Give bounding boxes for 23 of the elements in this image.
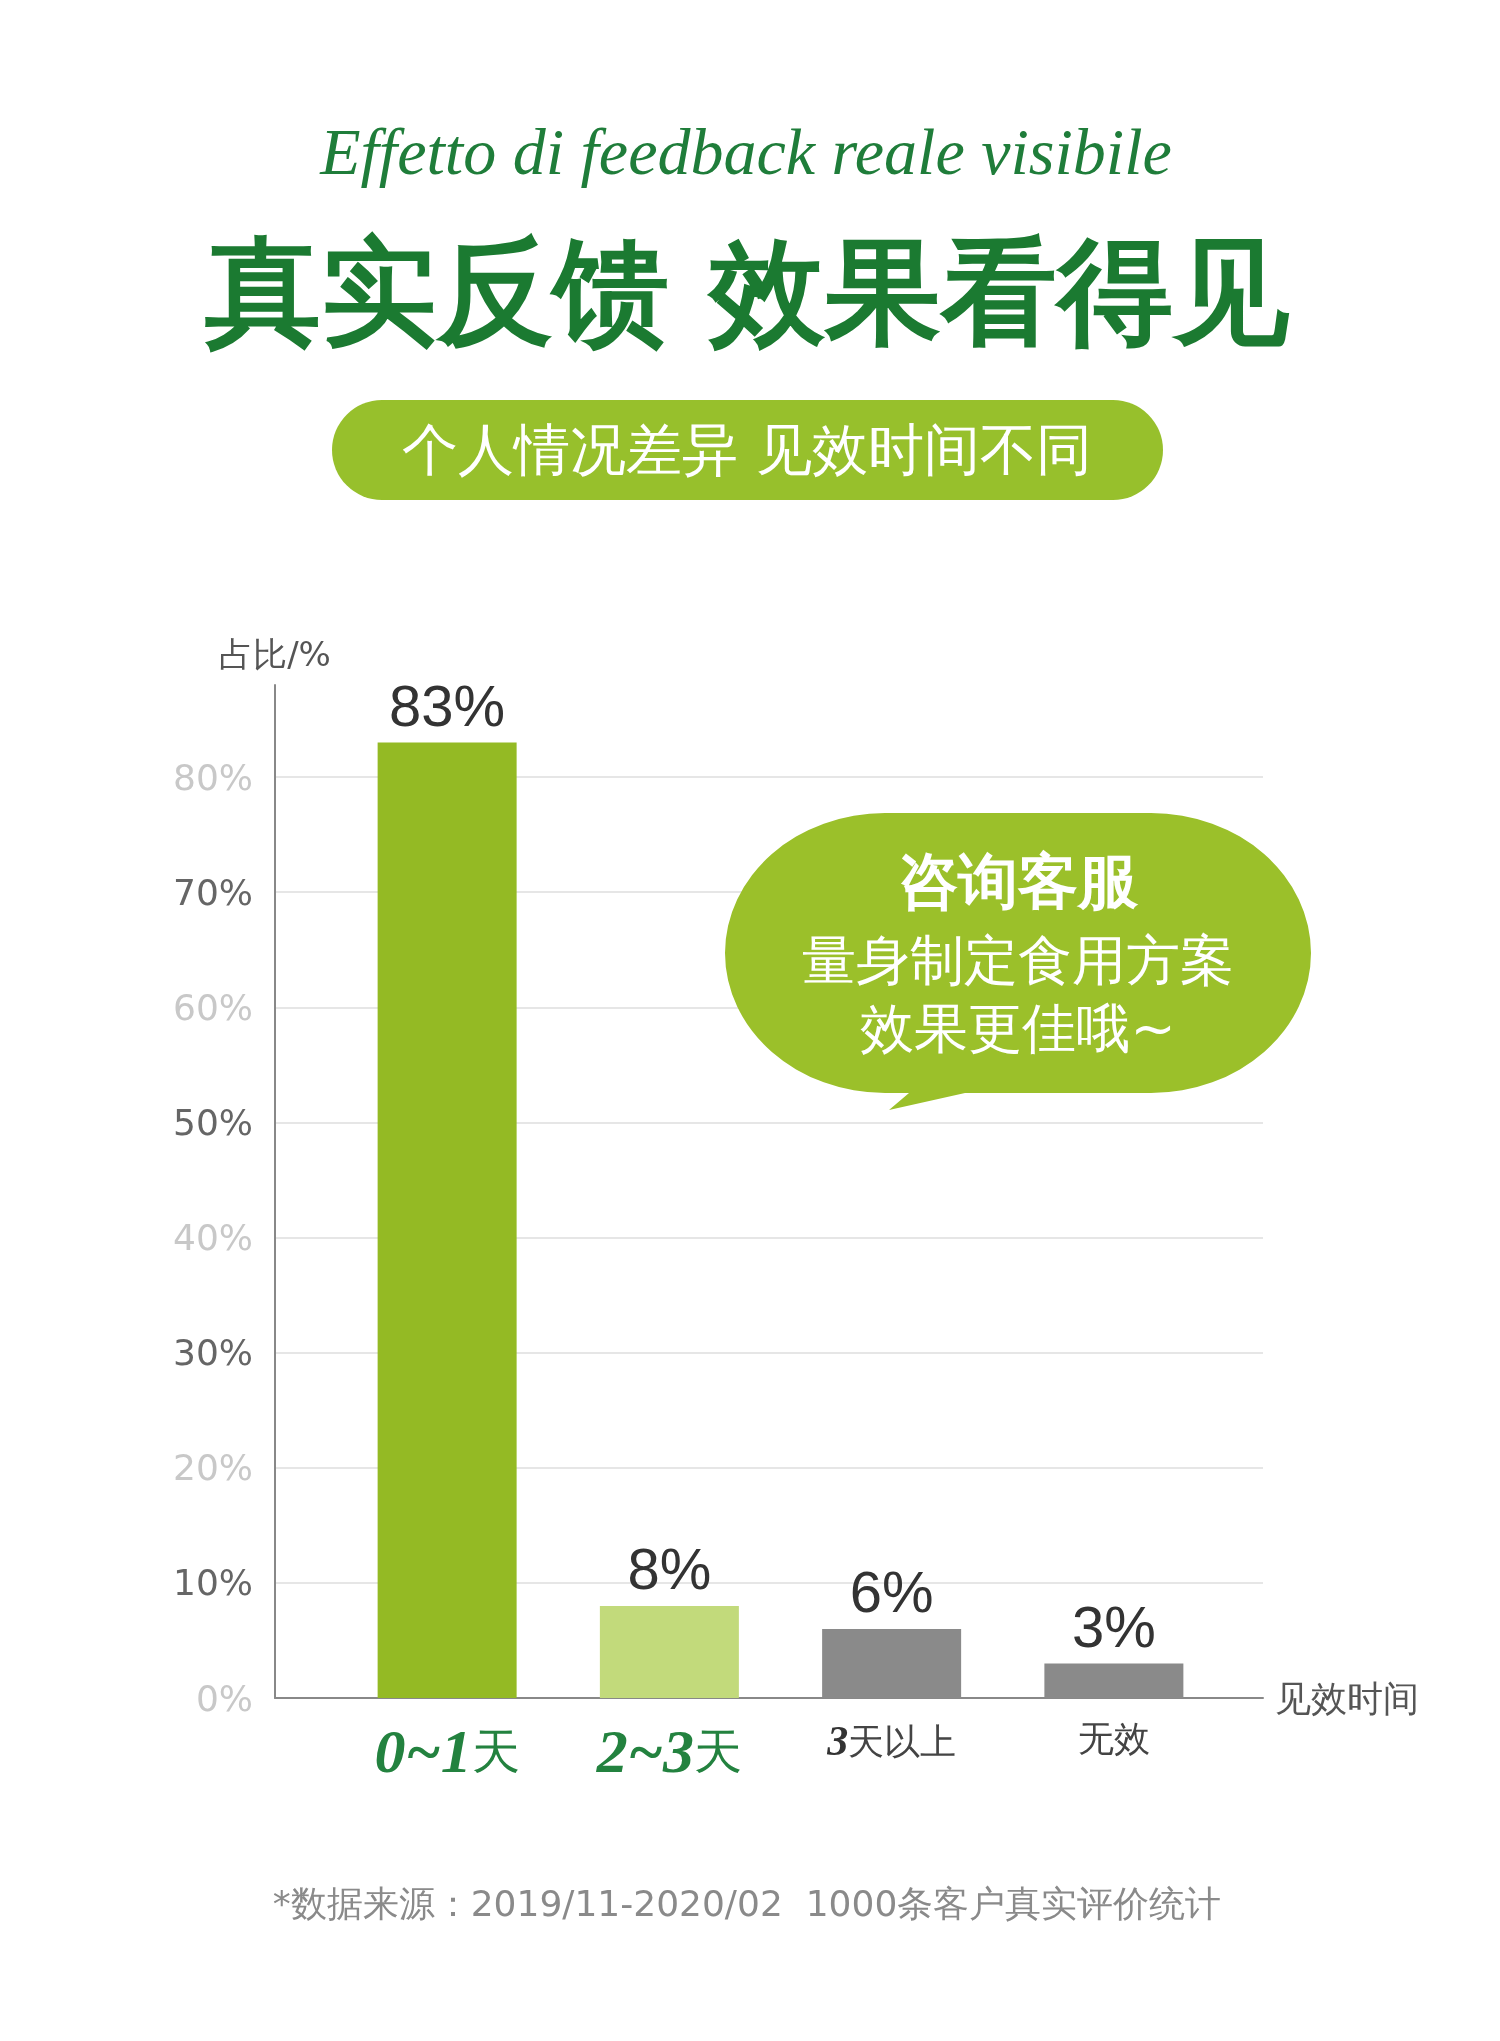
data-label: 8%	[627, 1536, 712, 1602]
text: Effetto di feedback reale visibile	[320, 114, 1172, 190]
y-tick-label: 70%	[172, 871, 253, 913]
x-axis-title: 见效时间	[1275, 1677, 1419, 1719]
y-tick-label: 10%	[172, 1562, 253, 1604]
annotation: 量身制定食用方案	[802, 928, 1234, 993]
data-label: 83%	[389, 673, 506, 739]
bar	[599, 1605, 739, 1698]
data-label: 6%	[849, 1559, 934, 1625]
x-tick-label: 3天以上	[826, 1718, 957, 1764]
x-tick-label: 0~1天	[374, 1717, 520, 1785]
y-axis-title: 占比/%	[219, 634, 331, 674]
bar	[377, 742, 517, 1698]
y-tick-label: 30%	[172, 1332, 253, 1374]
annotation: 效果更佳哦~	[860, 996, 1176, 1061]
x-tick-label: 无效	[1077, 1717, 1150, 1759]
chart-subtitle: 个人情况差异 见效时间不同	[402, 416, 1092, 483]
text: *数据来源：2019/11-2020/02 1000条客户真实评价统计	[272, 1883, 1222, 1925]
data-label: 3%	[1071, 1593, 1156, 1659]
y-tick-label: 50%	[172, 1101, 253, 1143]
chart-title: 真实反馈 效果看得见	[204, 224, 1290, 360]
annotation: 咨询客服	[898, 845, 1138, 916]
x-tick-label: 2~3天	[595, 1717, 743, 1785]
